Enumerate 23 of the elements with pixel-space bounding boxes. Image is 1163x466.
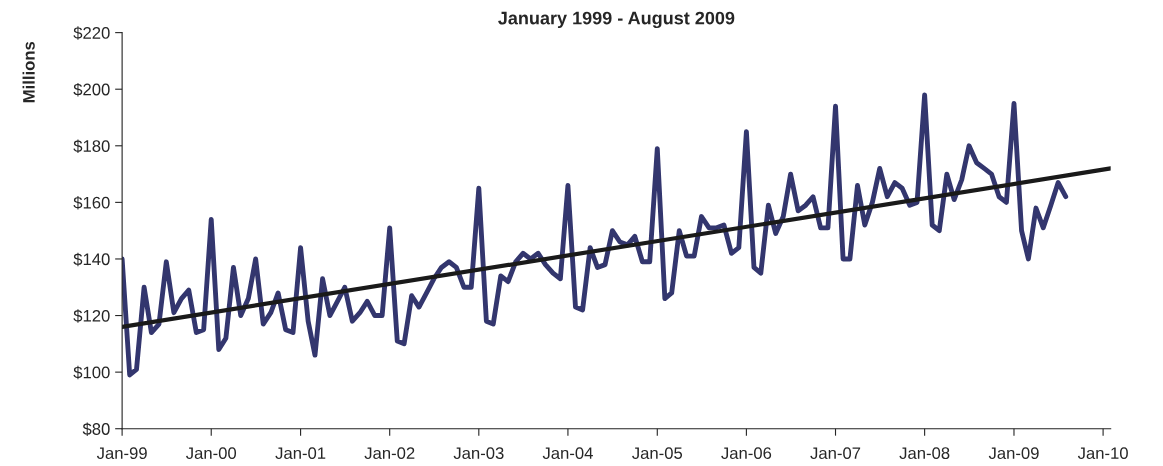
y-tick-label: $140: [73, 252, 110, 267]
x-tick-label: Jan-07: [810, 447, 861, 460]
y-tick-label: $220: [73, 26, 110, 40]
x-tick-label: Jan-04: [542, 447, 593, 460]
x-tick-label: Jan-05: [632, 447, 683, 460]
x-tick-label: Jan-08: [899, 447, 950, 460]
y-tick-label: $120: [73, 309, 110, 323]
x-tick-label: Jan-00: [186, 447, 237, 460]
y-tick-label: $160: [73, 196, 110, 210]
x-tick-label: Jan-03: [453, 447, 504, 460]
chart-title: January 1999 - August 2009: [498, 11, 735, 29]
x-tick-label: Jan-09: [988, 447, 1039, 460]
x-tick-label: Jan-01: [275, 447, 326, 460]
y-tick-label: $200: [73, 82, 110, 97]
x-tick-label: Jan-02: [364, 447, 415, 460]
line-series: [122, 92, 1069, 378]
x-tick-label: Jan-10: [1077, 447, 1128, 460]
x-tick-label: Jan-06: [721, 447, 772, 460]
y-axis-title: Millions: [22, 41, 35, 103]
x-tick-label: Jan-99: [96, 447, 147, 460]
y-tick-label: $100: [73, 365, 110, 380]
y-tick-label: $80: [82, 422, 110, 436]
y-tick-label: $180: [73, 139, 110, 153]
